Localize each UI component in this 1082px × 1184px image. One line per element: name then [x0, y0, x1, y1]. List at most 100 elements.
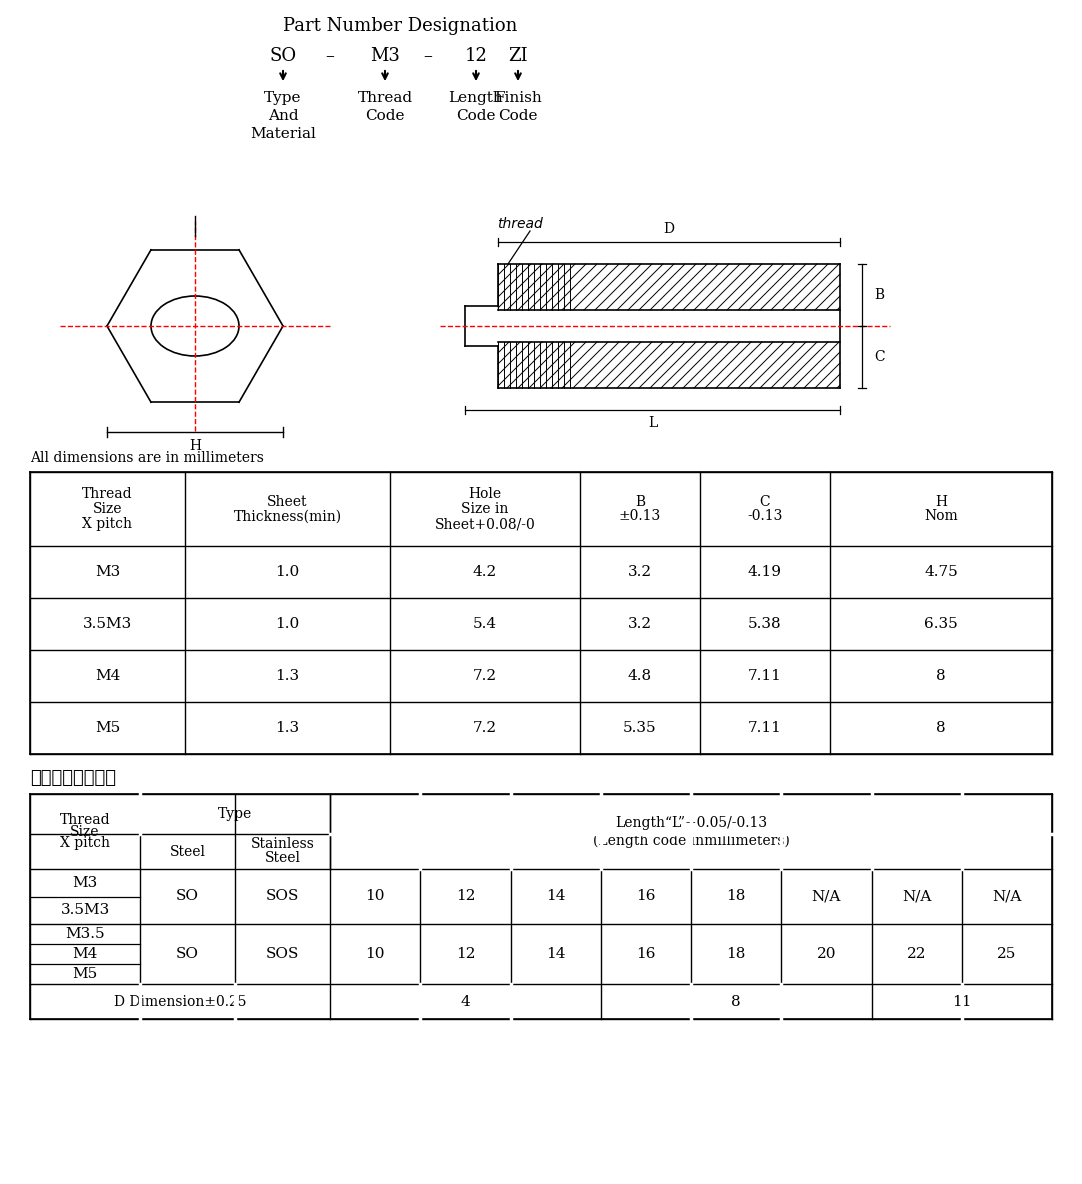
- Text: Stainless: Stainless: [251, 837, 315, 851]
- Text: 4.8: 4.8: [628, 669, 652, 683]
- Text: Sheet: Sheet: [267, 495, 307, 508]
- Text: 12: 12: [456, 889, 475, 903]
- Text: Code: Code: [366, 109, 405, 123]
- Text: 6.35: 6.35: [924, 617, 958, 631]
- Text: Type: Type: [217, 807, 252, 821]
- Text: 4: 4: [461, 995, 471, 1009]
- Text: 12: 12: [456, 947, 475, 961]
- Text: 5.4: 5.4: [473, 617, 497, 631]
- Text: H: H: [189, 439, 201, 453]
- Text: 7.11: 7.11: [748, 669, 782, 683]
- Text: 1.3: 1.3: [276, 721, 300, 735]
- Text: 1.3: 1.3: [276, 669, 300, 683]
- Text: B: B: [874, 288, 884, 302]
- Text: D: D: [663, 223, 674, 236]
- Text: M3: M3: [95, 565, 120, 579]
- Text: –: –: [423, 47, 433, 65]
- Text: 3.5M3: 3.5M3: [83, 617, 132, 631]
- Text: M4: M4: [72, 947, 97, 961]
- Text: 25: 25: [998, 947, 1017, 961]
- Text: Type: Type: [264, 91, 302, 105]
- Text: Code: Code: [498, 109, 538, 123]
- Text: SO: SO: [269, 47, 296, 65]
- Text: Part Number Designation: Part Number Designation: [282, 17, 517, 36]
- Text: Thread: Thread: [82, 487, 133, 501]
- Text: N/A: N/A: [902, 889, 932, 903]
- Text: Steel: Steel: [264, 851, 301, 866]
- Text: 18: 18: [726, 947, 745, 961]
- Text: thread: thread: [497, 217, 543, 231]
- Text: 4.2: 4.2: [473, 565, 497, 579]
- Text: SO: SO: [176, 889, 199, 903]
- Text: 14: 14: [546, 889, 566, 903]
- Text: Code: Code: [457, 109, 496, 123]
- Text: And: And: [267, 109, 299, 123]
- Text: Nom: Nom: [924, 509, 958, 523]
- Text: 14: 14: [546, 947, 566, 961]
- Text: C: C: [760, 495, 770, 508]
- Text: N/A: N/A: [992, 889, 1021, 903]
- Text: D Dimension±0.25: D Dimension±0.25: [114, 995, 247, 1009]
- Text: M3: M3: [370, 47, 400, 65]
- Text: 10: 10: [366, 947, 385, 961]
- Text: C: C: [874, 350, 885, 363]
- Text: 4.75: 4.75: [924, 565, 958, 579]
- Text: 10: 10: [366, 889, 385, 903]
- Text: Length: Length: [449, 91, 503, 105]
- Text: 8: 8: [936, 721, 946, 735]
- Text: Material: Material: [250, 127, 316, 141]
- Text: 3.2: 3.2: [628, 565, 652, 579]
- Text: N/A: N/A: [812, 889, 841, 903]
- Text: 4.19: 4.19: [748, 565, 782, 579]
- Text: M3.5: M3.5: [65, 927, 105, 941]
- Text: M4: M4: [95, 669, 120, 683]
- Text: Size: Size: [93, 502, 122, 516]
- Text: Hole: Hole: [469, 487, 502, 501]
- Text: -0.13: -0.13: [748, 509, 782, 523]
- Text: Steel: Steel: [170, 844, 206, 858]
- Text: 长度代码对照表：: 长度代码对照表：: [30, 768, 116, 787]
- Text: SOS: SOS: [266, 947, 300, 961]
- Text: SOS: SOS: [266, 889, 300, 903]
- Text: 16: 16: [636, 889, 656, 903]
- Text: (Length code inmillimeters): (Length code inmillimeters): [593, 834, 790, 848]
- Text: Thread: Thread: [60, 812, 110, 826]
- Text: H: H: [935, 495, 947, 508]
- Text: 12: 12: [464, 47, 487, 65]
- Text: 18: 18: [726, 889, 745, 903]
- Text: Size in: Size in: [461, 502, 509, 516]
- Text: ZI: ZI: [509, 47, 528, 65]
- Text: 22: 22: [907, 947, 926, 961]
- Text: 3.2: 3.2: [628, 617, 652, 631]
- Text: X pitch: X pitch: [82, 517, 132, 530]
- Text: All dimensions are in millimeters: All dimensions are in millimeters: [30, 451, 264, 465]
- Text: Thread: Thread: [357, 91, 412, 105]
- Text: 11: 11: [952, 995, 972, 1009]
- Text: Thickness(min): Thickness(min): [234, 509, 342, 523]
- Text: –: –: [326, 47, 334, 65]
- Text: B: B: [635, 495, 645, 508]
- Text: Length“L”+0.05/-0.13: Length“L”+0.05/-0.13: [615, 816, 767, 830]
- Text: M5: M5: [72, 967, 97, 982]
- Text: L: L: [648, 416, 657, 430]
- Text: 16: 16: [636, 947, 656, 961]
- Text: 5.35: 5.35: [623, 721, 657, 735]
- Text: 8: 8: [731, 995, 741, 1009]
- Text: Sheet+0.08/-0: Sheet+0.08/-0: [435, 517, 536, 530]
- Text: 20: 20: [817, 947, 836, 961]
- Text: 1.0: 1.0: [276, 565, 300, 579]
- Text: 5.38: 5.38: [748, 617, 782, 631]
- Text: X pitch: X pitch: [60, 837, 110, 850]
- Text: SO: SO: [176, 947, 199, 961]
- Text: M5: M5: [95, 721, 120, 735]
- Text: 7.2: 7.2: [473, 669, 497, 683]
- Text: Size: Size: [70, 824, 100, 838]
- Text: ±0.13: ±0.13: [619, 509, 661, 523]
- Text: 7.11: 7.11: [748, 721, 782, 735]
- Text: M3: M3: [72, 876, 97, 889]
- Text: Finish: Finish: [494, 91, 542, 105]
- Text: 8: 8: [936, 669, 946, 683]
- Text: 7.2: 7.2: [473, 721, 497, 735]
- Text: 3.5M3: 3.5M3: [61, 903, 109, 918]
- Text: 1.0: 1.0: [276, 617, 300, 631]
